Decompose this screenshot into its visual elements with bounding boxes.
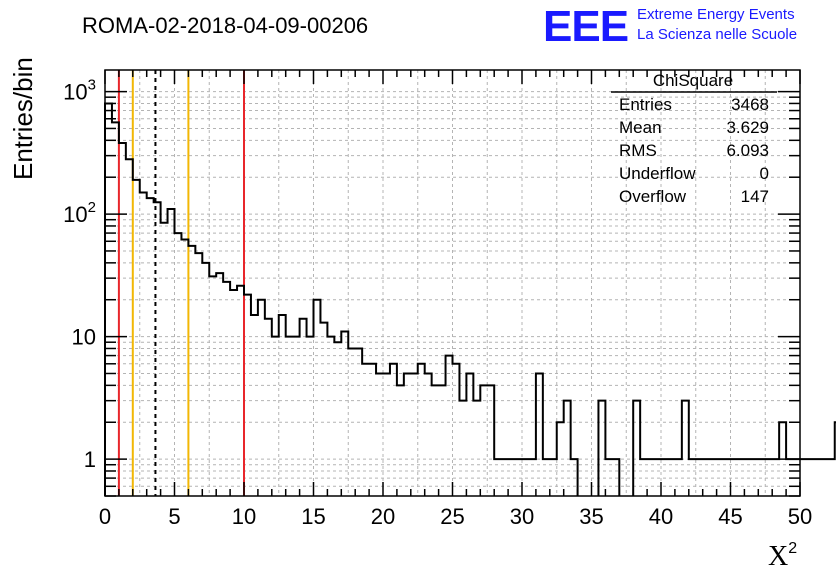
eee-logo: EEE Extreme Energy Events La Scienza nel… [543,2,797,51]
y-tick-label: 10 [72,325,96,350]
x-tick-label: 25 [440,504,464,529]
y-tick-label: 102 [63,199,96,227]
stats-row-label: Underflow [619,164,696,183]
stats-row-value: 147 [741,187,769,206]
y-tick-labels: 1 10 102 103 [63,77,96,473]
eee-logo-line1: Extreme Energy Events [637,6,795,23]
x-tick-label: 5 [168,504,180,529]
x-axis-label: X2 [768,540,797,572]
stats-rows: Entries 3468 Mean 3.629 RMS 6.093 Underflow 0 Ov… [619,95,769,206]
x-tick-label: 30 [510,504,534,529]
stats-box: ChiSquare Entries 3468 Mean 3.629 RMS 6.093 Un… [611,71,777,206]
histogram-series [104,102,836,496]
stats-row-label: Mean [619,118,662,137]
chart-title: ROMA-02-2018-04-09-00206 [82,13,368,38]
x-axis-label-sup: 2 [788,540,797,557]
x-tick-label: 45 [718,504,742,529]
stats-title: ChiSquare [653,71,733,90]
x-tick-label: 40 [649,504,673,529]
stats-row-value: 3.629 [726,118,769,137]
stats-row-label: Overflow [619,187,687,206]
x-tick-labels: 0 5 10 15 20 25 30 35 40 45 50 [99,504,812,529]
y-axis-label: Entries/bin [8,57,38,180]
stats-row-label: RMS [619,141,657,160]
y-tick-label: 103 [63,77,96,105]
grid-lines [105,70,800,497]
stats-row-label: Entries [619,95,672,114]
x-tick-label: 15 [301,504,325,529]
x-tick-label: 20 [371,504,395,529]
x-axis-label-base: X [768,541,788,572]
x-tick-label: 50 [788,504,812,529]
x-tick-label: 0 [99,504,111,529]
eee-logo-line2: La Scienza nelle Scuole [637,26,797,43]
x-tick-label: 35 [579,504,603,529]
stats-row-value: 6.093 [726,141,769,160]
reference-lines [117,70,245,496]
eee-logo-mark: EEE [543,2,628,51]
y-tick-label: 1 [84,447,96,472]
stats-row-value: 0 [760,164,769,183]
stats-row-value: 3468 [731,95,769,114]
x-tick-label: 10 [232,504,256,529]
axis-ticks [104,70,801,497]
